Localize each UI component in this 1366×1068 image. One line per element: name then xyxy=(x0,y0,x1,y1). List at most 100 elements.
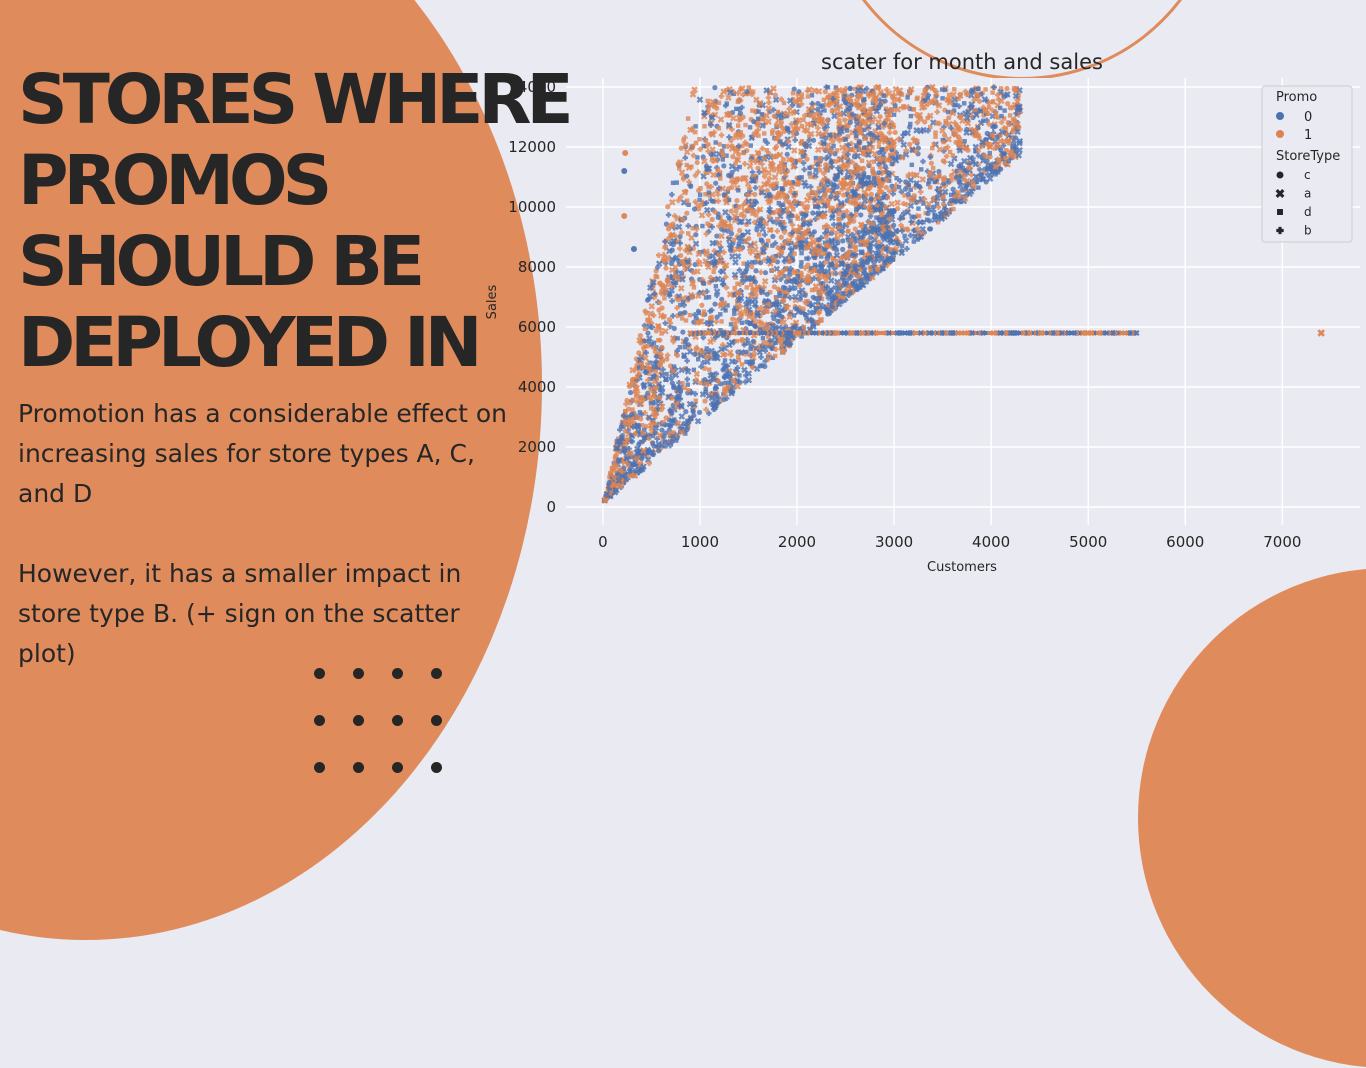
scatter-point xyxy=(723,308,728,313)
scatter-point xyxy=(856,183,862,189)
scatter-point xyxy=(697,146,704,152)
scatter-point xyxy=(897,178,903,184)
scatter-point xyxy=(787,251,794,258)
scatter-point xyxy=(865,259,870,264)
scatter-point xyxy=(818,317,824,323)
scatter-point xyxy=(818,235,824,241)
scatter-point xyxy=(857,145,863,152)
scatter-point xyxy=(707,320,715,327)
scatter-point-band xyxy=(1078,330,1084,336)
scatter-point xyxy=(659,331,664,336)
scatter-point xyxy=(689,91,697,98)
scatter-point xyxy=(746,163,754,170)
legend-title-storetype: StoreType xyxy=(1276,149,1340,164)
plot-area xyxy=(566,78,1360,525)
scatter-point xyxy=(810,137,817,143)
scatter-point xyxy=(801,230,807,237)
scatter-point xyxy=(756,133,761,138)
scatter-point xyxy=(671,325,677,332)
scatter-point xyxy=(713,318,720,325)
scatter-point xyxy=(852,226,858,232)
scatter-point xyxy=(1006,158,1011,163)
x-tick-label: 5000 xyxy=(1069,533,1107,551)
scatter-point xyxy=(669,191,675,198)
scatter-point xyxy=(781,307,787,313)
scatter-point xyxy=(976,93,981,98)
scatter-point xyxy=(758,354,764,360)
scatter-point xyxy=(734,289,742,297)
scatter-point xyxy=(692,351,698,357)
scatter-point xyxy=(732,285,737,291)
scatter-point xyxy=(818,267,826,275)
scatter-point xyxy=(781,100,787,106)
scatter-point xyxy=(887,152,893,158)
scatter-point xyxy=(802,276,809,283)
scatter-point xyxy=(721,374,727,380)
scatter-point xyxy=(745,218,752,225)
scatter-point xyxy=(939,127,946,134)
scatter-point xyxy=(702,124,707,129)
scatter-point xyxy=(725,186,732,192)
scatter-point xyxy=(843,100,850,106)
scatter-point xyxy=(878,207,884,212)
scatter-point xyxy=(811,275,817,281)
legend-marker-storetype xyxy=(1276,171,1284,179)
scatter-point xyxy=(771,174,779,181)
legend-marker-storetype xyxy=(1275,189,1285,198)
scatter-point xyxy=(684,426,690,433)
scatter-point xyxy=(796,103,801,108)
scatter-point xyxy=(732,259,739,266)
scatter-point xyxy=(735,354,741,360)
scatter-point xyxy=(876,239,882,245)
scatter-point xyxy=(874,206,882,214)
scatter-point xyxy=(674,348,680,354)
scatter-point xyxy=(903,103,910,111)
scatter-point xyxy=(734,338,740,344)
scatter-point xyxy=(803,196,811,204)
scatter-point xyxy=(822,175,828,182)
scatter-point xyxy=(684,366,690,372)
scatter-point xyxy=(864,192,870,198)
legend-marker-storetype xyxy=(1276,226,1284,235)
scatter-point-band xyxy=(901,330,906,336)
scatter-point xyxy=(703,389,709,395)
scatter-point xyxy=(882,214,887,220)
scatter-point xyxy=(943,153,950,160)
scatter-point xyxy=(753,212,759,218)
scatter-point xyxy=(714,233,720,239)
scatter-point xyxy=(788,188,794,195)
scatter-point xyxy=(750,108,755,113)
scatter-point xyxy=(836,126,844,133)
scatter-point xyxy=(713,392,718,397)
scatter-point xyxy=(693,370,701,378)
scatter-point xyxy=(903,179,909,185)
scatter-point xyxy=(727,89,734,96)
scatter-point xyxy=(806,86,813,93)
scatter-point xyxy=(778,335,783,340)
y-tick-label: 6000 xyxy=(518,318,556,336)
scatter-point xyxy=(854,210,859,215)
scatter-point xyxy=(767,109,772,114)
scatter-point xyxy=(877,114,883,120)
scatter-point xyxy=(830,96,836,102)
scatter-point xyxy=(791,147,798,154)
scatter-point xyxy=(690,408,696,413)
scatter-point xyxy=(996,115,1001,120)
scatter-point xyxy=(638,416,644,422)
scatter-point xyxy=(713,288,721,295)
scatter-point xyxy=(677,233,683,240)
scatter-point xyxy=(728,322,734,327)
scatter-point xyxy=(651,340,657,345)
scatter-point xyxy=(1006,121,1012,127)
scatter-point xyxy=(722,261,730,269)
scatter-point xyxy=(741,366,748,374)
scatter-point xyxy=(819,296,825,302)
scatter-point xyxy=(691,285,697,290)
scatter-point xyxy=(705,98,710,104)
scatter-point xyxy=(787,258,793,265)
scatter-point-band xyxy=(777,330,782,336)
scatter-points xyxy=(601,83,1325,504)
scatter-point xyxy=(810,323,817,330)
scatter-point-band xyxy=(955,330,960,336)
scatter-point xyxy=(736,267,743,273)
